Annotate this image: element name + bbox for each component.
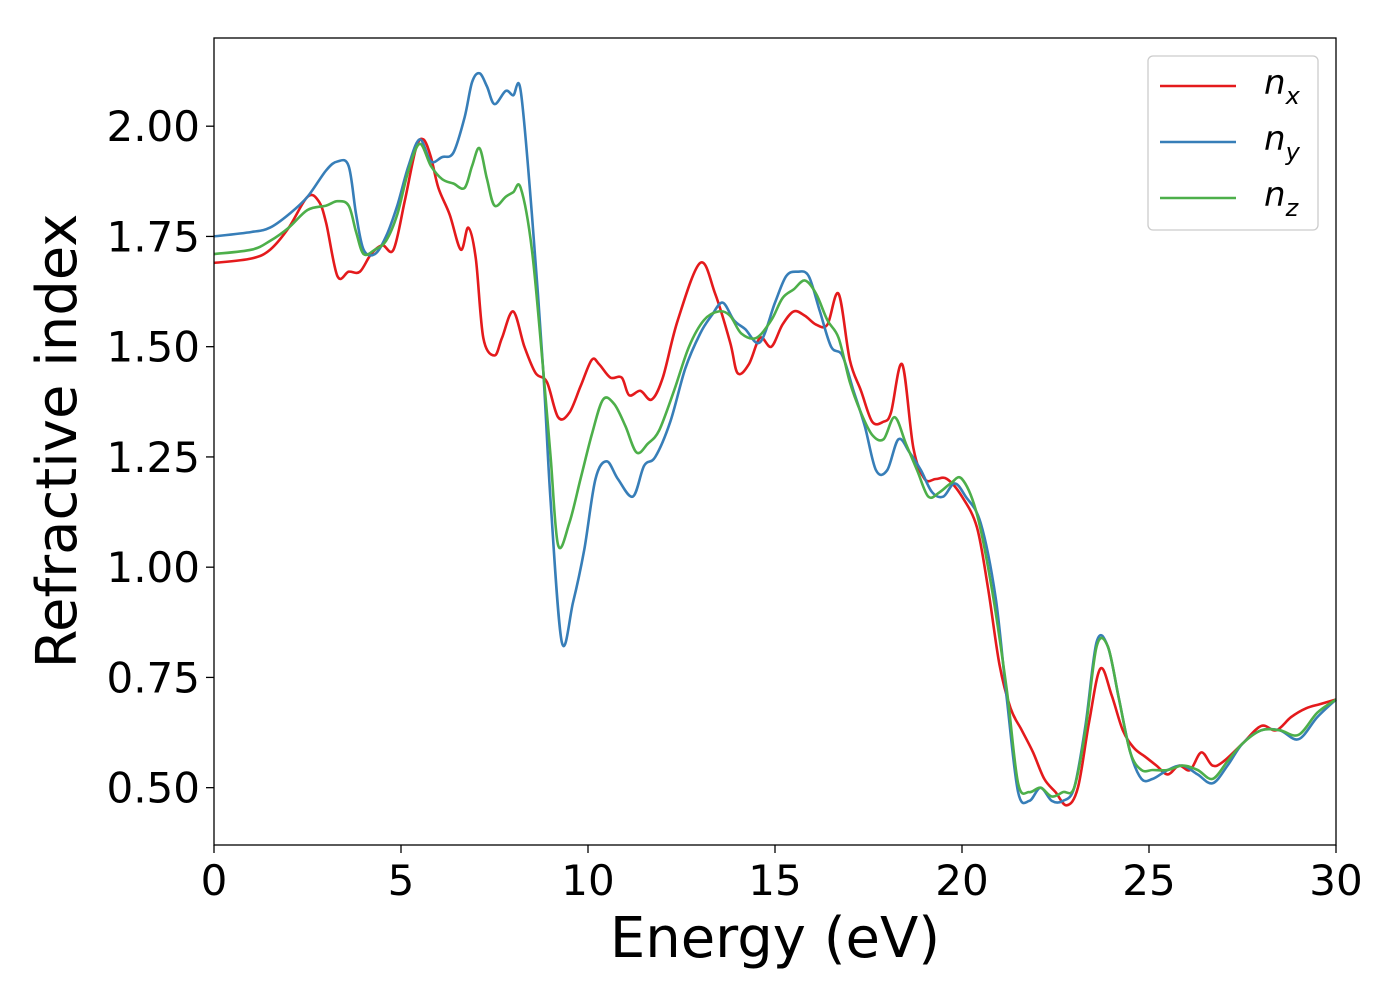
y-tick-label: 1.25 [106, 433, 200, 482]
x-axis-title: Energy (eV) [610, 906, 940, 971]
x-tick-label: 25 [1122, 856, 1175, 905]
x-tick-label: 30 [1309, 856, 1362, 905]
y-axis-ticks: 0.50 0.75 1.00 1.25 1.50 1.75 2.00 [106, 102, 214, 813]
x-tick-label: 15 [748, 856, 801, 905]
y-tick-label: 0.50 [106, 764, 200, 813]
x-tick-label: 20 [935, 856, 988, 905]
legend-label-y: ny [1264, 119, 1301, 166]
y-tick-label: 1.50 [106, 323, 200, 372]
y-tick-label: 0.75 [106, 653, 200, 702]
x-tick-label: 5 [388, 856, 415, 905]
y-axis-title: Refractive index [25, 214, 90, 669]
y-tick-label: 2.00 [106, 102, 200, 151]
series-line-z [213, 142, 1337, 798]
plot-lines [213, 71, 1337, 807]
y-tick-label: 1.00 [106, 543, 200, 592]
legend-label-x: nx [1264, 63, 1301, 110]
legend-label-z: nz [1264, 175, 1300, 222]
legend: nx ny nz [1147, 55, 1319, 231]
x-axis-ticks: 0 5 10 15 20 25 30 [201, 845, 1363, 905]
x-tick-label: 0 [201, 856, 228, 905]
y-tick-label: 1.75 [106, 212, 200, 261]
x-tick-label: 10 [561, 856, 614, 905]
